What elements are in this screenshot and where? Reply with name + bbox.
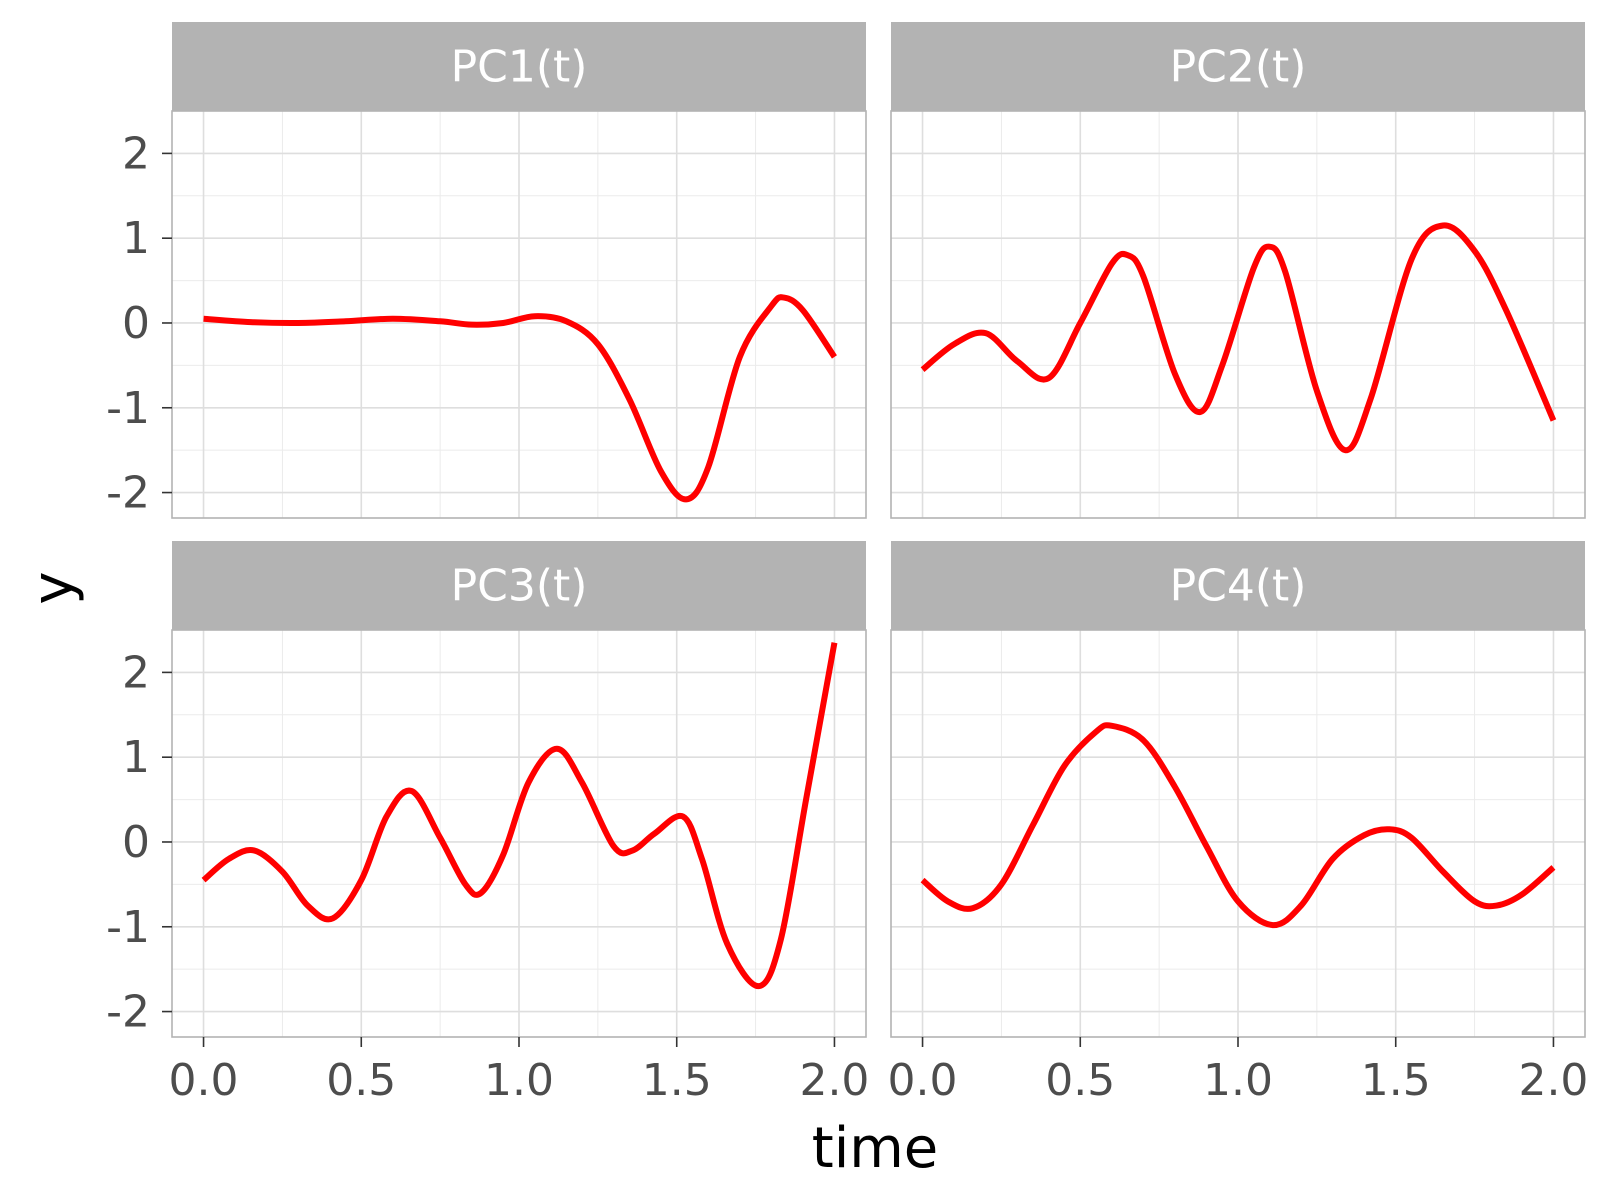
y-tick-label: 0 [122,817,150,868]
facet-strip [172,22,866,111]
x-tick-label: 2.0 [1518,1055,1588,1106]
facet-strip [172,541,866,630]
y-tick-label: -1 [106,383,150,434]
facet-strip-label: PC3(t) [451,561,588,612]
x-tick-label: 0.0 [169,1055,239,1106]
x-tick-label: 0.0 [888,1055,958,1106]
panel-3: PC3(t) [162,541,867,1047]
series-line-2 [920,222,1557,454]
x-tick-label: 2.0 [799,1055,869,1106]
x-tick-label: 1.5 [642,1055,712,1106]
x-tick-labels: 0.0 0.5 1.0 1.5 2.0 0.0 0.5 1.0 1.5 2.0 [169,1055,1589,1106]
y-tick-label: -1 [106,902,150,953]
x-tick-label: 1.0 [484,1055,554,1106]
facet-strip-label: PC4(t) [1170,561,1307,612]
y-tick-label: 1 [122,732,150,783]
series-line-1 [203,294,837,503]
facet-strip-label: PC1(t) [451,42,588,93]
y-tick-labels: 2 1 0 -1 -2 2 1 0 -1 -2 [106,128,150,1037]
panel-1: PC1(t) [162,22,867,519]
y-tick-label: -2 [106,468,150,519]
series-line-4 [920,722,1556,929]
y-axis-title: y [21,571,86,604]
x-tick-label: 1.0 [1203,1055,1273,1106]
series-line-3 [201,642,838,990]
facet-strip [891,541,1585,630]
facet-strip-label: PC2(t) [1170,42,1307,93]
x-tick-label: 1.5 [1361,1055,1431,1106]
x-tick-label: 0.5 [1045,1055,1115,1106]
y-tick-label: 0 [122,298,150,349]
x-tick-label: 0.5 [326,1055,396,1106]
x-axis-title: time [812,1116,939,1181]
y-tick-label: 2 [122,647,150,698]
panels: PC1(t) PC2(t) PC3(t) PC4(t) [162,22,1586,1047]
y-tick-label: 1 [122,213,150,264]
facet-strip [891,22,1585,111]
panel-4: PC4(t) [890,541,1586,1047]
y-tick-label: -2 [106,987,150,1038]
panel-2: PC2(t) [890,22,1586,519]
y-tick-label: 2 [122,128,150,179]
